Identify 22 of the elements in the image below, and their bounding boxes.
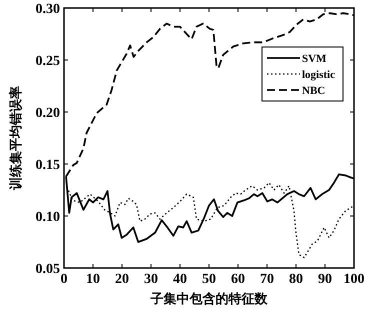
y-tick-label: 0.15 xyxy=(36,158,60,173)
y-tick-label: 0.10 xyxy=(36,210,60,225)
x-tick-label: 80 xyxy=(289,272,303,287)
x-tick-label: 60 xyxy=(231,272,245,287)
y-tick-label: 0.05 xyxy=(36,262,60,277)
legend-label: SVM xyxy=(302,53,328,65)
x-tick-label: 40 xyxy=(173,272,187,287)
legend-label: logistic xyxy=(302,69,336,81)
y-tick-label: 0.30 xyxy=(36,2,60,17)
x-tick-label: 70 xyxy=(260,272,274,287)
y-tick-label: 0.20 xyxy=(36,106,60,121)
x-tick-label: 90 xyxy=(318,272,332,287)
x-tick-label: 100 xyxy=(344,272,364,287)
x-tick-label: 50 xyxy=(202,272,216,287)
y-axis-title: 训练集平均错误率 xyxy=(8,86,24,191)
legend-label: NBC xyxy=(302,85,326,97)
x-tick-label: 0 xyxy=(60,272,68,287)
x-tick-label: 30 xyxy=(144,272,158,287)
y-tick-label: 0.25 xyxy=(36,54,60,69)
x-tick-label: 10 xyxy=(86,272,100,287)
x-tick-label: 20 xyxy=(115,272,129,287)
x-axis-title: 子集中包含的特征数 xyxy=(150,291,268,307)
